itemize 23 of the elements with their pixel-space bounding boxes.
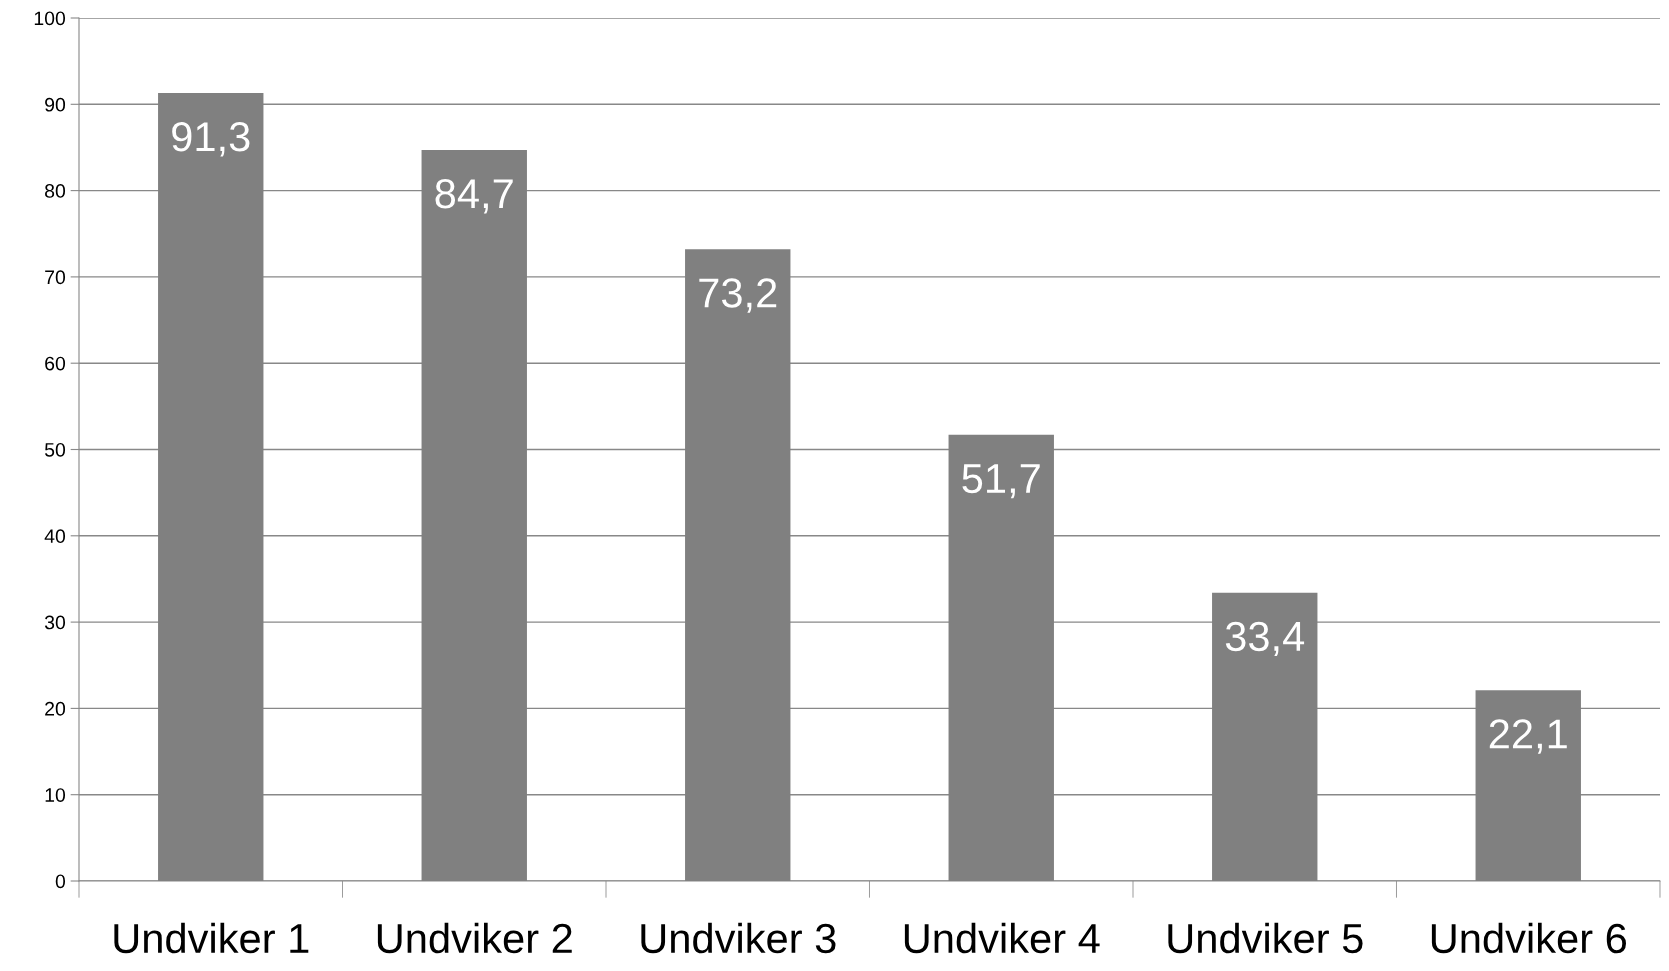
data-label: 33,4: [1225, 621, 1305, 657]
x-tick-label: Undviker 4: [904, 922, 1100, 954]
y-tick-label: 50: [44, 442, 66, 457]
x-tick-label: Undviker 2: [377, 922, 572, 954]
y-tick-label: 40: [44, 529, 66, 544]
x-tick-label: Undviker 3: [641, 922, 836, 954]
y-tick-label: 60: [45, 356, 66, 371]
y-tick-label: 70: [45, 270, 66, 285]
data-label: 84,7: [435, 178, 513, 214]
y-tick-label: 90: [45, 97, 66, 112]
y-tick-label: 30: [44, 615, 66, 630]
x-tick-label: Undviker 5: [1168, 922, 1363, 954]
data-label: 22,1: [1489, 719, 1567, 754]
x-tick-label: Undviker 1: [114, 922, 309, 954]
x-tick-label: Undviker 6: [1431, 922, 1626, 954]
y-tick-label: 80: [45, 184, 66, 198]
y-tick-label: 100: [34, 11, 66, 26]
data-label: 73,2: [699, 278, 777, 313]
data-label: 91,3: [172, 122, 250, 157]
data-label: 51,7: [962, 464, 1040, 499]
y-tick-label: 10: [45, 788, 66, 802]
y-tick-label: 20: [45, 701, 66, 716]
y-tick-label: 0: [55, 874, 66, 889]
